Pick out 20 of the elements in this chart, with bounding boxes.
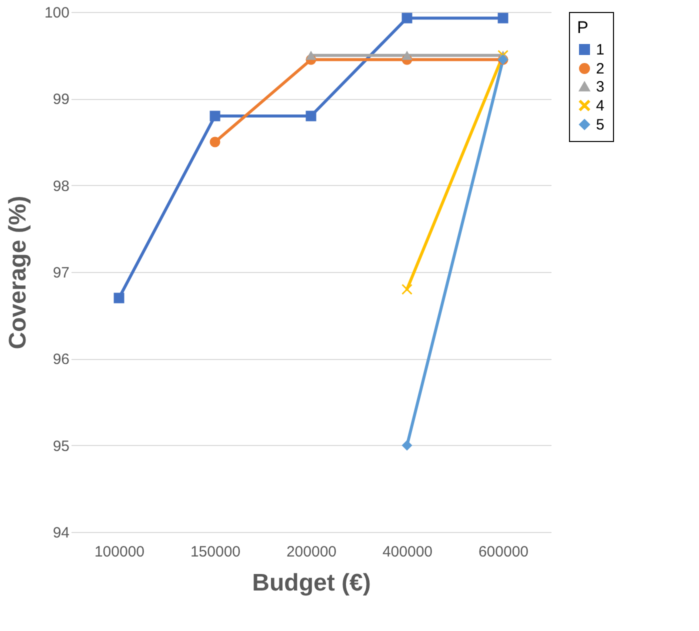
legend-label: 1 [596,42,604,58]
x-tick-label: 150000 [190,544,241,560]
y-tick-label: 95 [52,438,70,455]
legend-label: 4 [596,98,604,114]
legend-label: 2 [596,60,604,78]
legend-label: 5 [596,116,604,134]
y-tick-label: 100 [44,4,70,22]
y-tick-label: 99 [52,91,70,108]
x-tick-label: 600000 [478,544,529,560]
y-axis-title: Coverage (%) [4,196,32,350]
legend-title: P [577,18,588,37]
y-tick-label: 96 [52,351,70,368]
x-tick-label: 200000 [286,544,337,560]
y-tick-label: 94 [52,524,70,542]
y-tick-label: 98 [52,178,70,195]
x-tick-label: 400000 [382,544,433,560]
x-axis-title: Budget (€) [252,570,371,596]
y-tick-label: 97 [52,264,70,282]
legend-label: 3 [596,78,604,96]
x-tick-label: 100000 [94,544,145,560]
